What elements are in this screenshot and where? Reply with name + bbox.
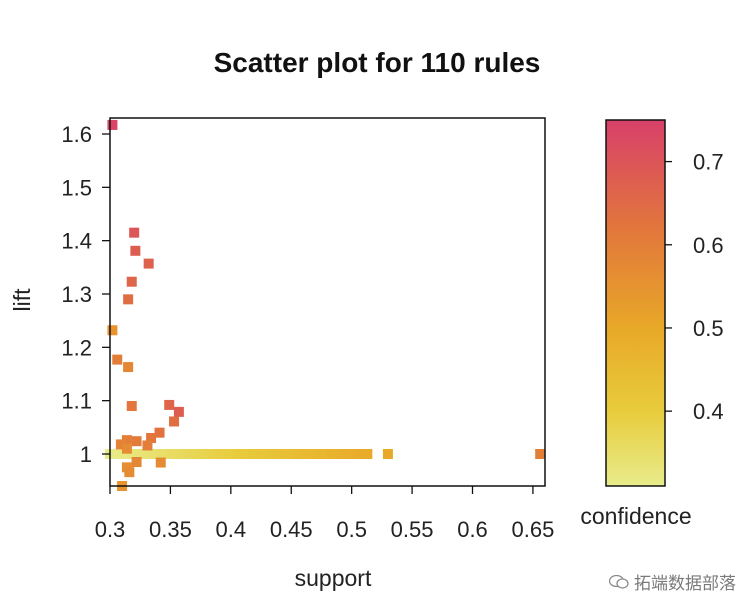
rule-point: [146, 433, 157, 443]
chart-title: Scatter plot for 110 rules: [214, 47, 541, 78]
y-axis-label: lift: [9, 288, 35, 312]
colorbar-gradient: [605, 119, 666, 487]
rule-point: [124, 467, 135, 478]
rule-point: [107, 325, 118, 336]
colorbar-tick-label: 0.6: [693, 233, 724, 258]
rule-point: [129, 227, 140, 238]
colorbar: 0.4 0.5 0.6 0.7: [605, 119, 724, 487]
y-tick-label: 1: [80, 442, 92, 467]
x-axis: 0.3 0.35 0.4 0.45 0.5 0.55 0.6 0.65: [95, 486, 555, 542]
colorbar-tick-label: 0.5: [693, 316, 724, 341]
watermark: 拓端数据部落: [609, 569, 736, 594]
plot-area: [105, 119, 546, 491]
rule-point: [123, 362, 134, 373]
rule-point: [131, 457, 142, 467]
rule-point: [121, 435, 132, 446]
rule-point: [155, 457, 166, 468]
rule-point: [115, 439, 126, 450]
watermark-text: 拓端数据部落: [634, 574, 736, 594]
y-tick-label: 1.3: [61, 282, 92, 307]
colorbar-tick-label: 0.4: [693, 399, 724, 424]
rule-point: [130, 245, 141, 256]
rule-point: [169, 416, 180, 427]
plot-frame: [109, 117, 546, 487]
rule-point: [164, 399, 175, 410]
y-tick-label: 1.6: [61, 122, 92, 147]
y-axis: 1 1.1 1.2 1.3 1.4 1.5 1.6: [61, 122, 110, 467]
rule-point: [107, 119, 118, 130]
x-tick-label: 0.4: [216, 517, 247, 542]
y-tick-label: 1.2: [61, 335, 92, 360]
y-tick-label: 1.1: [61, 389, 92, 414]
x-tick-label: 0.5: [336, 517, 367, 542]
x-tick-label: 0.55: [391, 517, 434, 542]
colorbar-ticks: 0.4 0.5 0.6 0.7: [665, 150, 724, 424]
x-tick-label: 0.35: [149, 517, 192, 542]
rule-point: [126, 276, 137, 287]
colorbar-label: confidence: [580, 503, 691, 529]
rule-point: [173, 406, 184, 417]
rule-point: [112, 354, 123, 365]
rule-point: [382, 449, 393, 459]
x-tick-label: 0.45: [270, 517, 313, 542]
x-tick-label: 0.65: [512, 517, 555, 542]
x-axis-label: support: [295, 565, 372, 591]
rule-point: [362, 449, 373, 459]
rule-point: [143, 258, 154, 269]
rule-point: [131, 436, 142, 447]
y-tick-label: 1.5: [61, 175, 92, 200]
y-tick-label: 1.4: [61, 229, 92, 254]
x-tick-label: 0.6: [457, 517, 488, 542]
rule-point: [154, 427, 165, 438]
rule-point: [535, 449, 546, 459]
x-tick-label: 0.3: [95, 517, 126, 542]
wechat-icon: [609, 574, 629, 589]
rule-point: [142, 440, 153, 451]
rule-point: [121, 443, 132, 454]
rule-point: [123, 294, 134, 305]
rule-point: [126, 401, 137, 411]
colorbar-tick-label: 0.7: [693, 150, 724, 175]
